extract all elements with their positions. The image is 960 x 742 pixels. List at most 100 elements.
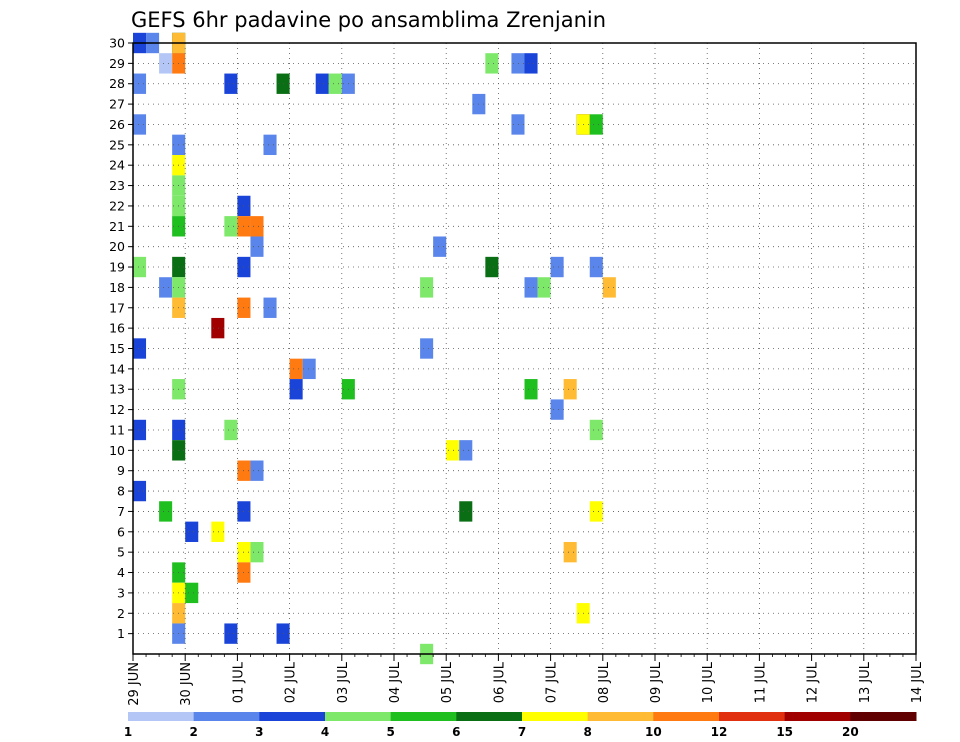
ensemble-cell [133, 480, 147, 502]
ensemble-cell [589, 114, 603, 135]
y-tick-label: 22 [109, 198, 125, 213]
ensemble-cell [420, 338, 434, 359]
y-axis-ticks: 1234567891011121314151617181920212223242… [109, 36, 133, 641]
ensemble-cell [563, 541, 577, 563]
colorbar-swatch [850, 712, 917, 721]
y-tick-label: 15 [109, 341, 125, 356]
colorbar-label: 12 [711, 725, 728, 739]
colorbar-label: 6 [452, 725, 460, 739]
ensemble-cell [524, 53, 538, 74]
y-tick-label: 18 [109, 280, 125, 295]
ensemble-cell [433, 236, 447, 257]
y-tick-label: 20 [109, 239, 125, 254]
ensemble-cell [550, 256, 564, 278]
x-tick-label: 04 JUL [388, 661, 403, 703]
colorbar-swatch [390, 712, 457, 721]
ensemble-cell [159, 501, 173, 522]
y-tick-label: 23 [109, 178, 125, 193]
ensemble-cell [250, 541, 264, 563]
x-tick-label: 07 JUL [545, 661, 560, 703]
ensemble-cell [537, 277, 551, 298]
colorbar-swatch [325, 712, 392, 721]
colorbar-label: 1 [124, 725, 132, 739]
y-tick-label: 14 [109, 361, 125, 376]
colorbar-swatch [653, 712, 720, 721]
ensemble-cell [524, 277, 538, 298]
colorbar-swatch [719, 712, 786, 721]
colorbar-label: 5 [386, 725, 394, 739]
ensemble-cell [185, 521, 199, 542]
colorbar-swatch [193, 712, 260, 721]
y-tick-label: 4 [117, 565, 125, 580]
colorbar-swatch [522, 712, 589, 721]
ensemble-cell [459, 440, 473, 461]
x-tick-label: 13 JUL [858, 661, 873, 703]
x-tick-label: 09 JUL [649, 661, 664, 703]
y-tick-label: 10 [109, 443, 125, 458]
ensemble-cell [250, 216, 264, 237]
colorbar-swatch [784, 712, 851, 721]
ensemble-cell [250, 460, 264, 481]
x-tick-label: 14 JUL [910, 661, 925, 703]
x-tick-label: 02 JUL [284, 661, 299, 703]
y-tick-label: 9 [117, 463, 125, 478]
y-tick-label: 2 [117, 606, 125, 621]
chart-title: GEFS 6hr padavine po ansamblima Zrenjani… [131, 8, 606, 32]
ensemble-cells [133, 32, 616, 665]
x-tick-label: 11 JUL [753, 661, 768, 703]
y-tick-label: 11 [109, 422, 125, 437]
ensemble-cell [511, 53, 525, 74]
y-tick-label: 25 [109, 137, 125, 152]
y-tick-label: 3 [117, 585, 125, 600]
y-tick-label: 17 [109, 300, 125, 315]
ensemble-cell [302, 358, 316, 380]
ensemble-cell [589, 256, 603, 278]
colorbar-label: 2 [189, 725, 197, 739]
ensemble-cell [328, 73, 342, 94]
ensemble-cell [511, 114, 525, 135]
colorbar-label: 3 [255, 725, 263, 739]
y-tick-label: 19 [109, 260, 125, 275]
x-tick-label: 03 JUL [336, 661, 351, 703]
colorbar-swatch [259, 712, 326, 721]
ensemble-cell [224, 73, 238, 94]
ensemble-cell [250, 236, 264, 257]
y-tick-label: 28 [109, 76, 125, 91]
colorbar-label: 10 [645, 725, 662, 739]
ensemble-cell [133, 256, 147, 278]
y-tick-label: 1 [117, 626, 125, 641]
ensemble-cell [289, 379, 303, 400]
y-tick-label: 6 [117, 524, 125, 539]
colorbar: 1 2 3 4 5 6 7 8 10 12 15 20 [124, 712, 917, 739]
y-tick-label: 13 [109, 382, 125, 397]
y-tick-label: 16 [109, 321, 125, 336]
colorbar-label: 15 [776, 725, 793, 739]
colorbar-label: 20 [842, 725, 859, 739]
ensemble-cell [224, 623, 238, 644]
y-tick-label: 30 [109, 36, 125, 51]
x-tick-label: 29 JUN [127, 662, 142, 706]
colorbar-swatch [128, 712, 195, 721]
x-tick-label: 08 JUL [597, 661, 612, 703]
ensemble-cell [263, 134, 277, 156]
ensemble-cell [589, 419, 603, 441]
ensemble-cell [159, 53, 173, 74]
y-tick-label: 12 [109, 402, 125, 417]
y-tick-label: 8 [117, 484, 125, 499]
ensemble-cell [133, 114, 147, 135]
x-tick-label: 10 JUL [701, 661, 716, 703]
x-tick-label: 30 JUN [179, 662, 194, 706]
colorbar-swatch [587, 712, 654, 721]
ensemble-cell [485, 256, 499, 278]
ensemble-cell [185, 582, 199, 604]
ensemble-cell [420, 277, 434, 298]
ensemble-cell [446, 440, 460, 461]
x-tick-label: 01 JUL [231, 661, 246, 703]
x-axis-ticks: 29 JUN 30 JUN 01 JUL 02 JUL 03 JUL 04 JUL 05 J… [127, 654, 925, 706]
y-tick-label: 5 [117, 545, 125, 560]
colorbar-label: 8 [583, 725, 591, 739]
y-tick-label: 29 [109, 56, 125, 71]
ensemble-cell [224, 419, 238, 441]
y-tick-label: 27 [109, 97, 125, 112]
ensemble-cell [550, 399, 564, 420]
